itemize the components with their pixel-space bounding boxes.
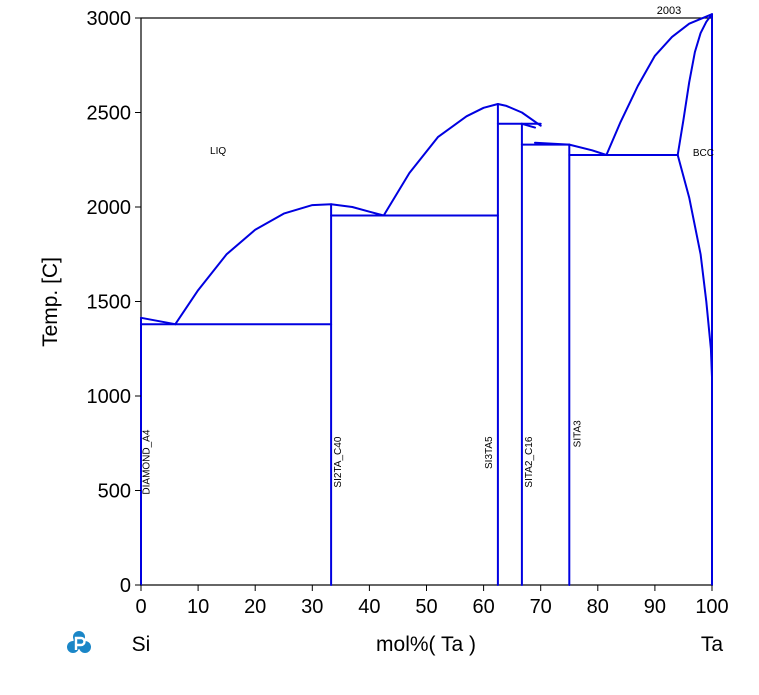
phase-region-label: BCC <box>693 148 714 159</box>
phase-region-label: SITA2_C16 <box>524 436 535 487</box>
y-tick-label: 1500 <box>87 292 132 314</box>
x-tick-label: 20 <box>244 596 266 618</box>
y-tick-label: 2500 <box>87 103 132 125</box>
phase-region-label: LIQ <box>210 146 226 157</box>
y-tick-label: 1000 <box>87 386 132 408</box>
x-tick-label: 40 <box>358 596 380 618</box>
phase-boundary-line <box>676 13 713 156</box>
phase-region-label: SITA3 <box>573 420 584 447</box>
x-tick-label: 100 <box>695 596 728 618</box>
phase-boundary-line <box>382 103 542 217</box>
x-tick-label: 30 <box>301 596 323 618</box>
x-tick-label: 60 <box>472 596 494 618</box>
phase-boundary-line <box>174 203 385 326</box>
y-axis-title: Temp. [C] <box>39 257 62 347</box>
series-layer <box>140 13 713 586</box>
year-label: 2003 <box>657 5 681 17</box>
x-axis-title: mol%( Ta ) <box>376 633 476 656</box>
plot-frame <box>140 17 713 586</box>
x-tick-label: 70 <box>530 596 552 618</box>
labels-layer: LIQ BCC DIAMOND_A4 SI2TA_C40 SI3TA5 SITA2_C16… <box>142 146 714 495</box>
left-element-label: Si <box>132 633 151 656</box>
x-tick-label: 50 <box>415 596 437 618</box>
phase-boundary-line <box>140 316 177 326</box>
y-tick-label: 2000 <box>87 197 132 219</box>
x-tick-label: 80 <box>587 596 609 618</box>
y-tick-label: 500 <box>98 481 131 503</box>
phase-region-label: SI3TA5 <box>484 436 495 469</box>
logo-icon <box>67 631 91 653</box>
phase-region-label: DIAMOND_A4 <box>142 429 153 494</box>
y-tick-label: 3000 <box>87 8 132 30</box>
phase-boundary-line <box>676 154 713 379</box>
x-tick-label: 0 <box>135 596 146 618</box>
phase-region-label: SI2TA_C40 <box>333 436 344 487</box>
axes-layer: 0 10 20 30 40 50 60 70 80 90 100050010001500200025… <box>87 8 729 618</box>
y-tick-label: 0 <box>120 575 131 597</box>
phase-boundary-line <box>605 13 713 156</box>
x-tick-label: 90 <box>644 596 666 618</box>
x-tick-label: 10 <box>187 596 209 618</box>
right-element-label: Ta <box>701 633 724 656</box>
